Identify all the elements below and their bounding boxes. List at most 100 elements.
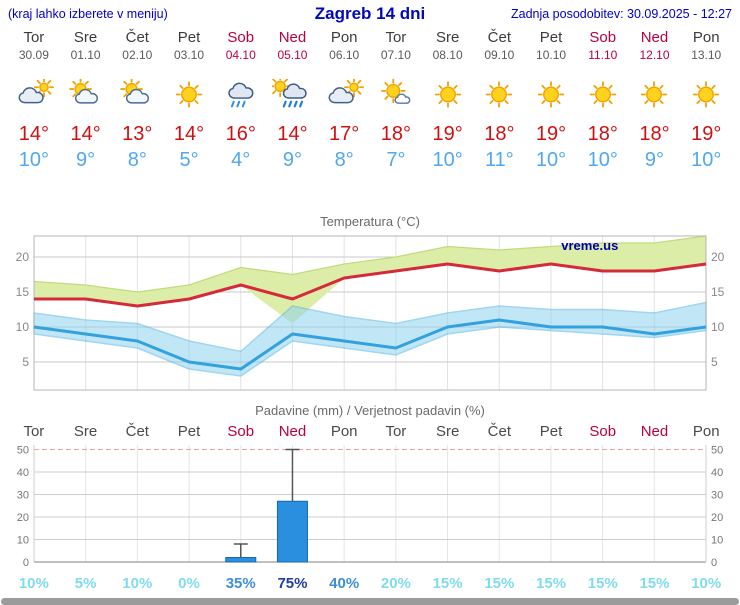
day-date: 05.10	[277, 47, 308, 62]
day-date: 08.10	[432, 47, 463, 62]
temp-ytick-right: 20	[711, 250, 725, 264]
day-date: 13.10	[691, 47, 722, 62]
day-max-temp: 14°	[70, 122, 101, 145]
day-max-temp: 17°	[329, 122, 360, 145]
sunny-icon	[680, 72, 732, 118]
temperature-chart: 5 5 10 10 15 15 20 20 vreme.us	[16, 234, 725, 391]
forecast-day-column: Pon 13.10 19° 10°	[680, 29, 732, 171]
day-min-temp: 10°	[691, 148, 722, 171]
precip-ytick-right: 10	[711, 534, 723, 546]
cloudy-icon	[8, 72, 60, 118]
day-name: Pet	[177, 29, 201, 46]
partly-cloudy-icon	[60, 72, 112, 118]
precip-day-label: Sre	[435, 422, 460, 440]
forecast-day-column: Sre 01.10 14° 9°	[60, 29, 112, 171]
precip-days-row: Tor Sre Čet Pet Sob Ned Pon Tor Sre Čet Pet Sob Ned P…	[8, 423, 732, 440]
day-min-temp: 4°	[231, 148, 251, 171]
precip-probability: 10%	[122, 574, 153, 592]
day-date: 09.10	[484, 47, 515, 62]
rain-icon	[215, 72, 267, 118]
sunny-icon	[163, 72, 215, 118]
day-date: 02.10	[122, 47, 153, 62]
day-max-temp: 14°	[277, 122, 308, 145]
day-min-temp: 11°	[484, 148, 514, 171]
precip-probability: 75%	[277, 574, 308, 592]
precip-probability: 0%	[178, 574, 200, 592]
precip-ytick-left: 20	[17, 512, 29, 524]
precipitation-chart: 0 0 10 10 20 20 30 30 40 40 50 50	[17, 444, 724, 569]
sunny-icon	[473, 72, 525, 118]
precip-day-label: Ned	[640, 422, 669, 440]
precip-ytick-right: 20	[711, 512, 723, 524]
day-date: 04.10	[225, 47, 256, 62]
precip-probability: 15%	[587, 574, 618, 592]
forecast-day-column: Sob 11.10 18° 10°	[577, 29, 629, 170]
precip-day-label: Ned	[278, 422, 307, 440]
sunny-icon	[629, 72, 681, 118]
day-min-temp: 9°	[76, 148, 96, 171]
day-name: Čet	[125, 29, 149, 46]
forecast-day-column: Čet 09.10 18° 11°	[473, 29, 525, 171]
precip-ytick-right: 40	[711, 467, 723, 479]
precip-day-label: Pon	[692, 422, 720, 440]
day-name: Pon	[330, 29, 358, 46]
day-name: Sre	[73, 29, 98, 46]
day-date: 12.10	[639, 47, 670, 62]
day-name: Čet	[487, 29, 511, 46]
precip-day-label: Sob	[589, 422, 617, 440]
forecast-day-column: Sob 04.10 16° 4°	[215, 29, 267, 171]
precip-chart-title: Padavine (mm) / Verjetnost padavin (%)	[255, 402, 485, 418]
page-header: (kraj lahko izberete v meniju) Zagreb 14…	[0, 0, 740, 28]
temp-ytick-left: 20	[16, 250, 30, 264]
forecast-day-column: Čet 02.10 13° 8°	[111, 29, 163, 171]
forecast-day-column: Pet 10.10 19° 10°	[525, 29, 577, 171]
day-name: Tor	[385, 29, 407, 46]
rain-bar	[225, 556, 257, 563]
forecast-day-column: Pon 06.10 17° 8°	[318, 29, 370, 171]
temp-ytick-right: 15	[711, 285, 725, 299]
day-min-temp: 7°	[386, 148, 406, 171]
precip-day-label: Pet	[177, 422, 201, 440]
day-min-temp: 10°	[18, 148, 49, 171]
day-date: 01.10	[70, 47, 101, 62]
precip-probability-row: 10% 5% 10% 0% 35% 75% 40% 20% 15% 15% 15% 15% 15% 10%	[8, 575, 732, 594]
menu-hint: (kraj lahko izberete v meniju)	[8, 7, 168, 21]
cloudy-icon	[318, 72, 370, 118]
forecast-day-column: Tor 30.09 14° 10°	[8, 29, 60, 171]
day-name: Sob	[227, 29, 255, 46]
day-date: 30.09	[18, 47, 49, 62]
precip-ytick-left: 50	[17, 444, 29, 456]
precip-ytick-right: 0	[711, 557, 717, 569]
page-title: Zagreb 14 dni	[314, 4, 426, 23]
precip-probability: 40%	[329, 574, 360, 592]
day-min-temp: 8°	[334, 148, 354, 171]
precip-ytick-right: 30	[711, 489, 723, 501]
forecast-days-row: Tor 30.09 14° 10° Sre 01.10 14° 9° Čet 02.10 13° 8°…	[8, 29, 732, 171]
day-max-temp: 18°	[639, 122, 670, 145]
day-name: Sob	[589, 29, 617, 46]
watermark: vreme.us	[561, 238, 618, 253]
day-max-temp: 19°	[691, 122, 722, 145]
precip-probability: 20%	[380, 574, 411, 592]
precip-probability: 15%	[639, 574, 670, 592]
day-max-temp: 14°	[173, 122, 205, 145]
day-max-temp: 18°	[587, 122, 618, 145]
footer-bar	[1, 597, 739, 605]
day-date: 07.10	[380, 47, 411, 62]
day-name: Pon	[692, 29, 720, 46]
precip-probability: 10%	[18, 574, 49, 592]
day-max-temp: 19°	[535, 122, 567, 145]
day-max-temp: 16°	[225, 122, 256, 145]
last-updated: Zadnja posodobitev: 30.09.2025 - 12:27	[510, 7, 732, 21]
day-min-temp: 9°	[282, 148, 303, 171]
temp-ytick-left: 15	[16, 285, 30, 299]
precip-probability: 35%	[225, 574, 256, 592]
precip-ytick-right: 50	[711, 444, 723, 456]
temp-ytick-right: 10	[711, 320, 725, 334]
precip-day-label: Čet	[125, 422, 149, 440]
forecast-day-column: Ned 12.10 18° 9°	[629, 29, 681, 170]
day-max-temp: 18°	[380, 122, 412, 145]
day-date: 06.10	[329, 47, 360, 62]
day-min-temp: 10°	[535, 148, 567, 171]
day-max-temp: 14°	[18, 122, 49, 145]
